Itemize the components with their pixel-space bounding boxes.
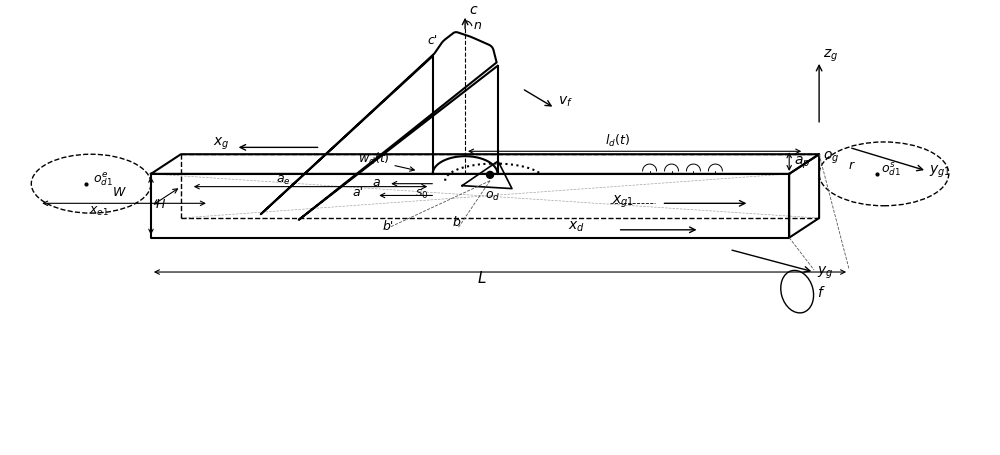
Text: c': c' (427, 34, 437, 47)
Circle shape (487, 172, 494, 178)
Text: c: c (469, 3, 477, 17)
Text: f: f (817, 286, 822, 299)
Text: b: b (452, 216, 460, 229)
Text: $y_g$: $y_g$ (817, 265, 833, 281)
Text: a: a (372, 176, 380, 189)
Text: $x_{g1}$: $x_{g1}$ (612, 193, 634, 210)
Text: $o_{d1}^s$: $o_{d1}^s$ (881, 160, 901, 177)
Text: $y_{g1}$: $y_{g1}$ (929, 164, 951, 180)
Text: $x_d$: $x_d$ (568, 220, 585, 234)
Text: $w_d(t)$: $w_d(t)$ (358, 151, 390, 167)
Text: H: H (156, 198, 165, 211)
Text: $o_d$: $o_d$ (485, 189, 500, 202)
Text: $x_g$: $x_g$ (213, 136, 229, 152)
Text: b': b' (382, 220, 394, 233)
Text: $l_d(t)$: $l_d(t)$ (605, 133, 630, 150)
Text: $s_0$: $s_0$ (415, 187, 429, 201)
Text: $v_f$: $v_f$ (558, 94, 573, 109)
Text: r: r (849, 159, 854, 172)
Text: $a_p$: $a_p$ (794, 155, 810, 172)
Text: W: W (113, 187, 125, 199)
Text: $o_g$: $o_g$ (823, 149, 839, 166)
Text: L: L (478, 271, 487, 286)
Text: $a_e$: $a_e$ (276, 174, 290, 187)
Text: $z_g$: $z_g$ (823, 48, 838, 65)
Text: $x_{e1}$: $x_{e1}$ (89, 205, 109, 218)
Text: a': a' (352, 187, 363, 199)
Text: n: n (473, 19, 481, 31)
Text: $o_{d1}^e$: $o_{d1}^e$ (93, 171, 113, 188)
